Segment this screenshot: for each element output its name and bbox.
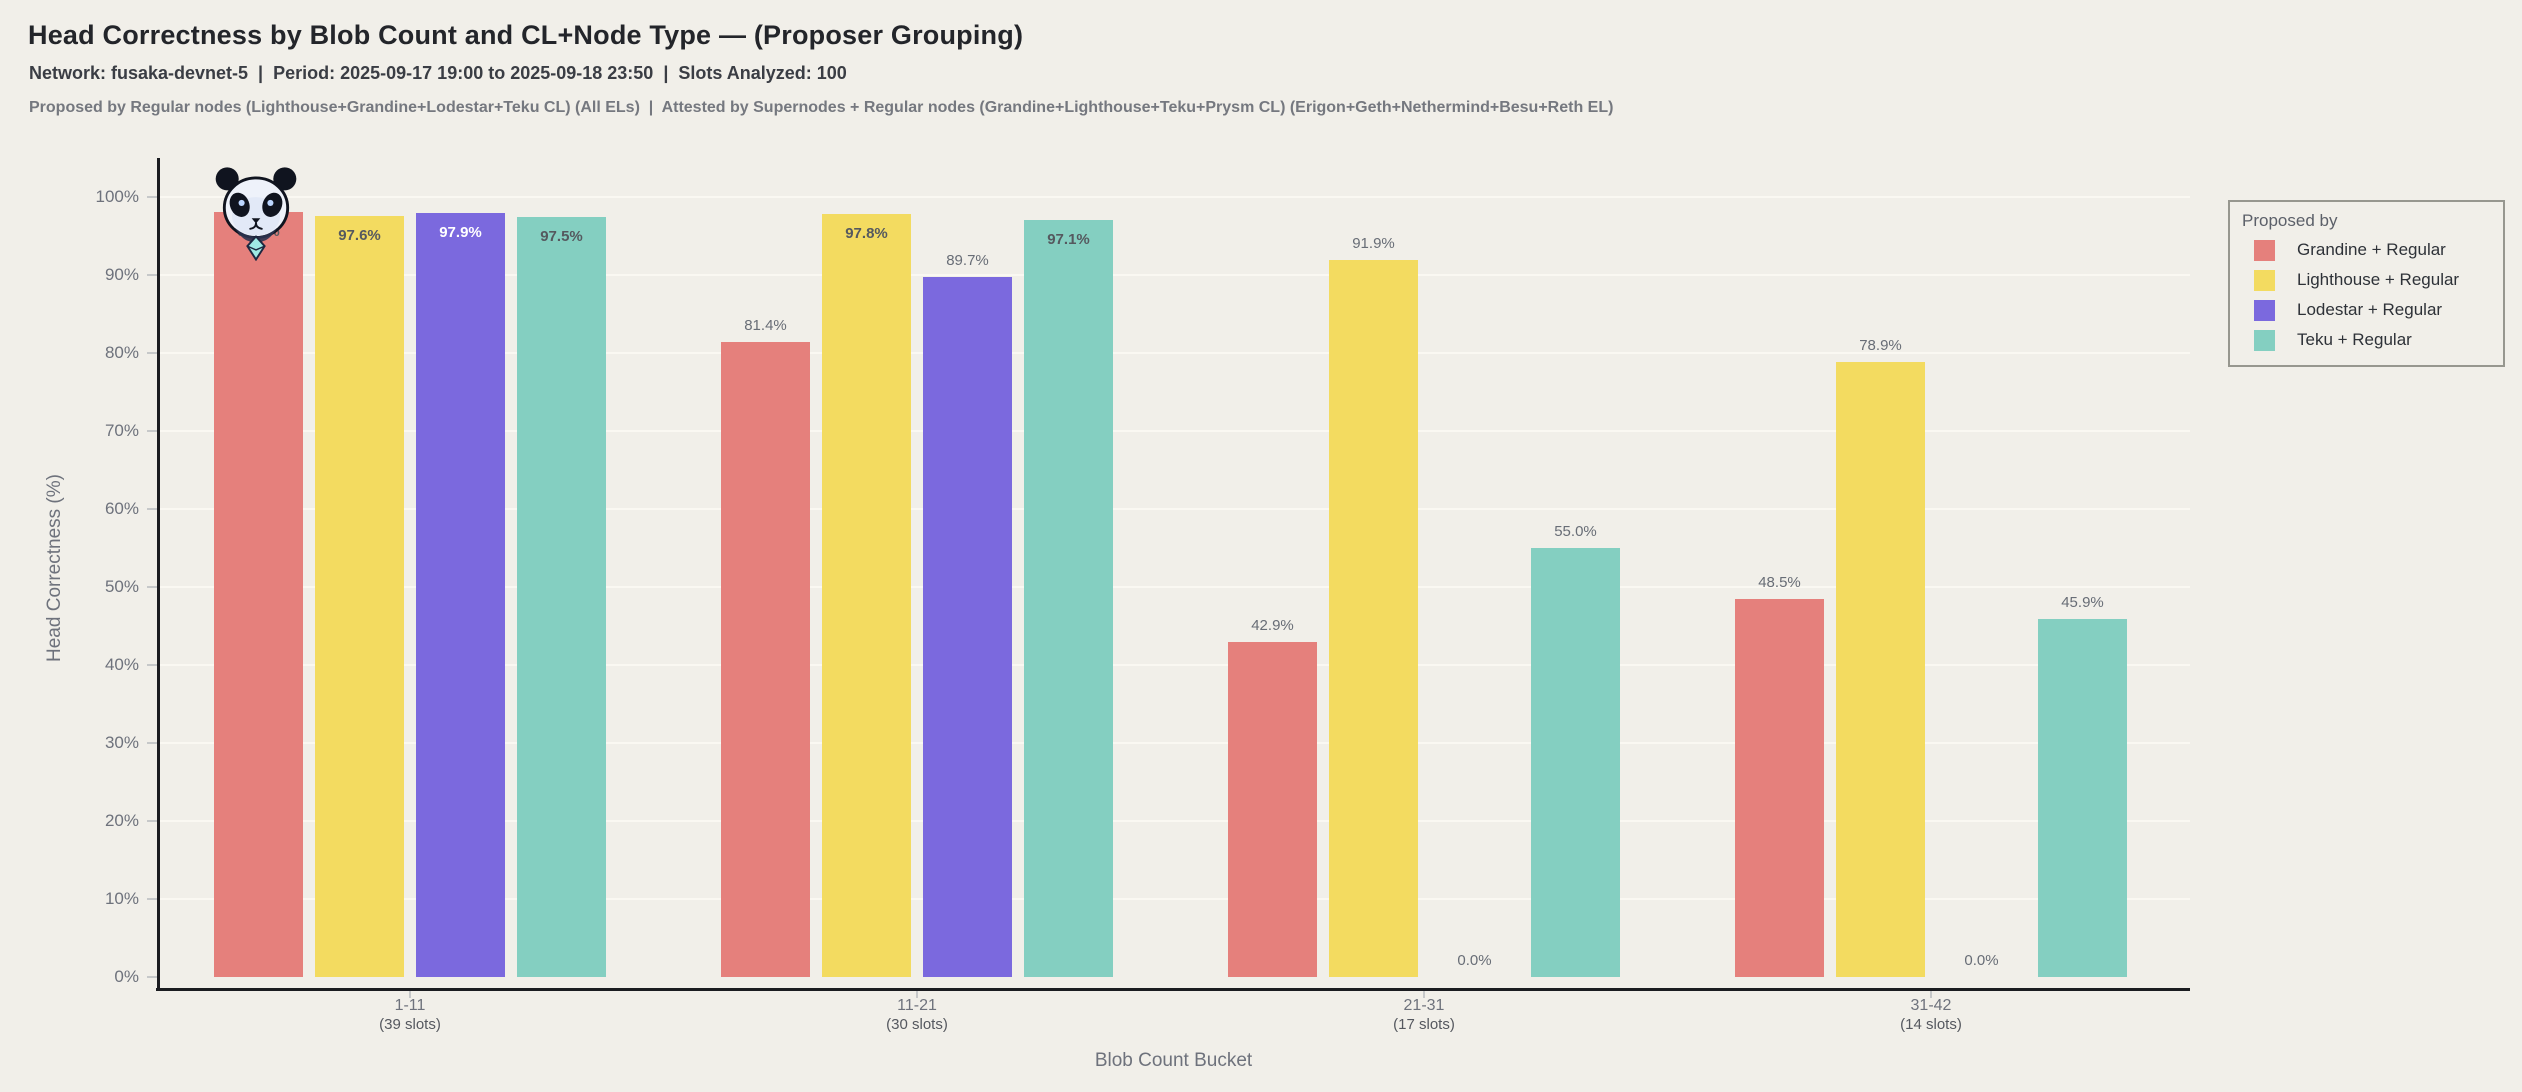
chart-subtitle: Network: fusaka-devnet-5 | Period: 2025-… [29, 63, 847, 83]
gridline [157, 274, 2190, 276]
y-tick-label: 0% [114, 967, 139, 986]
x-axis-spine [156, 988, 2190, 991]
plot-area: 0%10%20%30%40%50%60%70%80%90%100%98.1%81… [96, 158, 2190, 1033]
legend-swatch [2254, 299, 2275, 321]
bar-lighthouse-bucket4 [1836, 361, 1925, 977]
bar-value-label: 42.9% [1251, 617, 1294, 635]
gridline [157, 352, 2190, 354]
gridline [157, 586, 2190, 588]
bar-value-label: 45.9% [2061, 593, 2104, 611]
x-tick-bucket-label: 21-31 [1403, 997, 1445, 1014]
bar-value-label: 81.4% [744, 317, 787, 335]
x-tick-slots-label: (14 slots) [1900, 1016, 1962, 1033]
bar-lodestar-bucket1 [416, 213, 505, 977]
legend-item: Lighthouse + Regular [2230, 265, 2503, 295]
legend-item: Lodestar + Regular [2230, 295, 2503, 325]
y-tick-label: 80% [104, 343, 139, 362]
y-tick-label: 40% [104, 655, 139, 674]
bar-grandine-bucket3 [1228, 642, 1317, 977]
y-tick-mark [147, 274, 157, 276]
gridline [157, 820, 2190, 822]
legend-item-label: Lodestar + Regular [2297, 300, 2443, 319]
bar-grandine-bucket2 [721, 342, 810, 977]
gridline [157, 508, 2190, 510]
y-tick-label: 20% [104, 811, 139, 830]
y-tick-mark [147, 742, 157, 744]
x-tick-bucket-label: 1-11 [394, 997, 426, 1014]
x-tick-mark [409, 989, 411, 998]
y-tick-mark [147, 586, 157, 588]
bar-teku-bucket4 [2038, 618, 2127, 977]
gridline [157, 742, 2190, 744]
legend-swatch [2254, 269, 2275, 291]
legend-items: Grandine + Regular Lighthouse + Regular Lo… [2230, 235, 2503, 355]
y-tick-mark [147, 430, 157, 432]
bar-value-label: 97.8% [845, 225, 888, 243]
bar-teku-bucket2 [1024, 219, 1113, 977]
legend-swatch [2254, 329, 2275, 351]
x-tick-slots-label: (39 slots) [379, 1016, 441, 1033]
y-tick-mark [147, 976, 157, 978]
legend-item-label: Grandine + Regular [2297, 240, 2446, 259]
bar-teku-bucket1 [517, 216, 606, 977]
x-tick-slots-label: (17 slots) [1393, 1016, 1455, 1033]
bar-lighthouse-bucket3 [1329, 260, 1418, 977]
legend-item-label: Lighthouse + Regular [2297, 270, 2460, 289]
bar-value-label: 97.1% [1047, 230, 1090, 248]
bar-lighthouse-bucket1 [315, 215, 404, 977]
y-tick-label: 70% [104, 421, 139, 440]
y-tick-mark [147, 352, 157, 354]
legend: Proposed by Grandine + Regular Lighthouse… [2228, 200, 2505, 367]
chart-description: Proposed by Regular nodes (Lighthouse+Gr… [29, 99, 1614, 116]
legend-title: Proposed by [2242, 211, 2338, 230]
y-tick-label: 60% [104, 499, 139, 518]
y-tick-mark [147, 508, 157, 510]
y-tick-label: 30% [104, 733, 139, 752]
legend-item: Grandine + Regular [2230, 235, 2503, 265]
bar-value-label: 0.0% [1964, 952, 1999, 969]
y-tick-mark [147, 664, 157, 666]
x-axis-title: Blob Count Bucket [1094, 1050, 1253, 1071]
y-axis-title: Head Correctness (%) [44, 474, 65, 662]
x-tick-mark [1423, 989, 1425, 998]
legend-item-label: Teku + Regular [2297, 330, 2412, 349]
y-axis-spine [157, 158, 160, 991]
y-tick-mark [147, 898, 157, 900]
panda-logo [215, 167, 297, 261]
bar-teku-bucket3 [1531, 548, 1620, 977]
gridline [157, 196, 2190, 198]
bar-lodestar-bucket2 [923, 277, 1012, 977]
y-tick-mark [147, 196, 157, 198]
x-tick-bucket-label: 11-21 [897, 997, 937, 1014]
page-title: Head Correctness by Blob Count and CL+No… [28, 20, 1024, 50]
bar-value-label: 0.0% [1457, 952, 1492, 969]
x-tick-mark [1930, 989, 1932, 998]
bar-value-label: 48.5% [1758, 573, 1801, 591]
bar-grandine-bucket1 [214, 211, 303, 977]
x-tick-mark [916, 989, 918, 998]
bar-value-label: 97.9% [439, 224, 482, 242]
bar-value-label: 89.7% [946, 252, 989, 270]
bar-grandine-bucket4 [1735, 598, 1824, 977]
gridline [157, 898, 2190, 900]
gridline [157, 430, 2190, 432]
y-tick-label: 10% [104, 889, 139, 908]
legend-swatch [2254, 239, 2275, 261]
gridline [157, 664, 2190, 666]
x-tick-bucket-label: 31-42 [1910, 997, 1952, 1014]
y-tick-label: 90% [104, 265, 139, 284]
y-tick-label: 100% [95, 187, 139, 206]
bar-value-label: 97.6% [338, 226, 381, 244]
x-tick-slots-label: (30 slots) [886, 1016, 948, 1033]
bar-value-label: 55.0% [1554, 523, 1597, 540]
y-tick-label: 50% [104, 577, 139, 596]
legend-item: Teku + Regular [2230, 325, 2503, 355]
bar-lighthouse-bucket2 [822, 214, 911, 977]
bar-value-label: 97.5% [540, 227, 583, 245]
bar-value-label: 78.9% [1859, 336, 1902, 354]
bar-value-label: 91.9% [1352, 235, 1395, 253]
y-tick-mark [147, 820, 157, 822]
